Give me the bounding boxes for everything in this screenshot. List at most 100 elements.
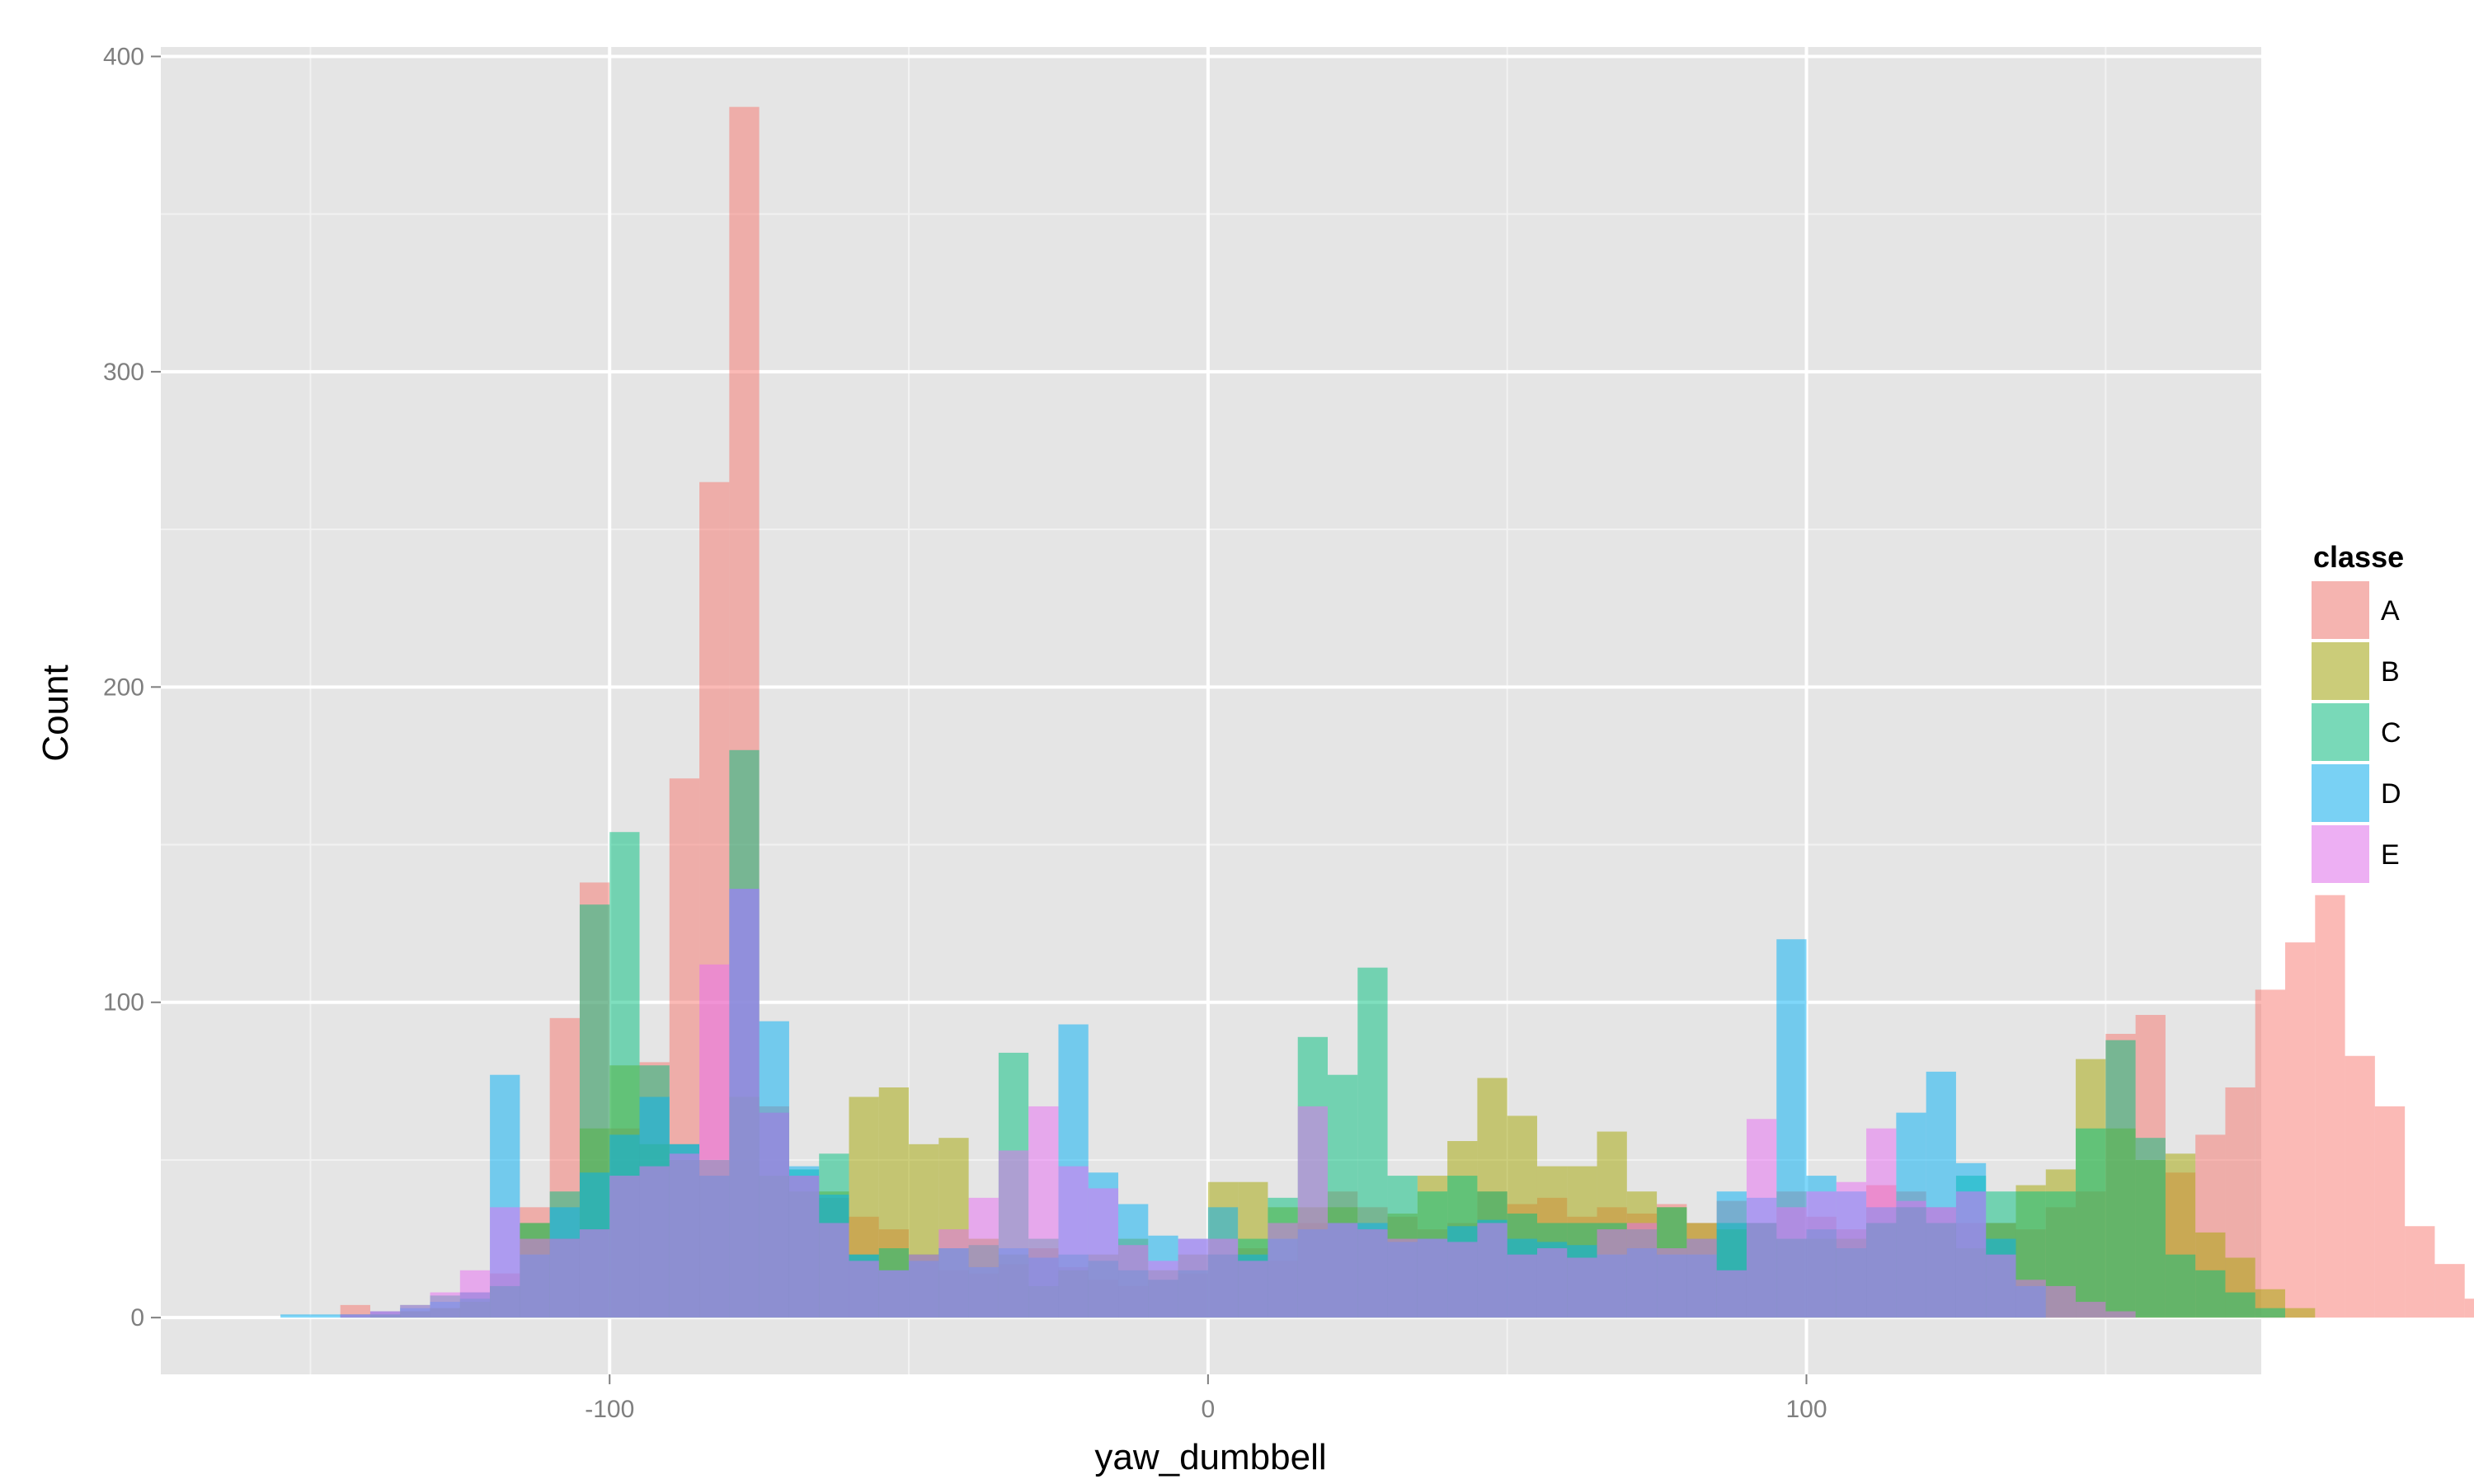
legend-label: B bbox=[2381, 656, 2400, 688]
histogram-bar bbox=[340, 1314, 370, 1318]
histogram-bar bbox=[1297, 1106, 1328, 1318]
y-tick-label: 0 bbox=[130, 1304, 144, 1331]
histogram-bar bbox=[1238, 1261, 1268, 1318]
legend-swatch bbox=[2312, 581, 2369, 639]
histogram-bar bbox=[369, 1311, 401, 1318]
histogram-bar bbox=[340, 1304, 370, 1318]
histogram-bar bbox=[1776, 1207, 1807, 1318]
histogram-bar bbox=[2285, 1308, 2316, 1318]
histogram-bar bbox=[849, 1261, 879, 1318]
histogram-bar bbox=[609, 1176, 640, 1318]
histogram-bar bbox=[2405, 1226, 2435, 1318]
histogram-bar bbox=[639, 1166, 670, 1318]
histogram-bar bbox=[1926, 1207, 1956, 1318]
y-tick-label: 200 bbox=[103, 674, 144, 701]
histogram-bar bbox=[1148, 1261, 1178, 1318]
histogram-bar bbox=[1896, 1200, 1926, 1318]
x-tick-label: -100 bbox=[585, 1396, 634, 1423]
histogram-bar bbox=[579, 1229, 610, 1318]
histogram-bar bbox=[1626, 1223, 1658, 1318]
histogram-bar bbox=[2105, 1311, 2136, 1318]
histogram-bar bbox=[1028, 1106, 1059, 1318]
histogram-bar bbox=[2225, 1292, 2255, 1318]
histogram-bar bbox=[2315, 895, 2345, 1318]
histogram-bar bbox=[699, 964, 730, 1318]
histogram-bar bbox=[490, 1207, 520, 1318]
histogram-bar bbox=[998, 1150, 1029, 1318]
histogram-bar bbox=[310, 1314, 341, 1318]
legend-item-A: A bbox=[2312, 581, 2400, 639]
histogram-bar bbox=[2135, 1138, 2166, 1318]
histogram-bar bbox=[2105, 1040, 2136, 1318]
legend-label: C bbox=[2381, 717, 2401, 749]
axes: 0 100 200 300 400 -100 0 100 bbox=[103, 43, 1827, 1423]
histogram-bar bbox=[1836, 1181, 1867, 1318]
histogram-bar bbox=[1986, 1254, 2016, 1318]
histogram-bar bbox=[1328, 1223, 1358, 1318]
y-axis-title: Count bbox=[35, 665, 76, 761]
histogram-bar bbox=[2165, 1254, 2196, 1318]
series-E bbox=[340, 889, 2136, 1318]
histogram-bar bbox=[819, 1223, 849, 1318]
histogram-bar bbox=[1118, 1245, 1149, 1318]
histogram-bar bbox=[2464, 1298, 2474, 1318]
histogram-bar bbox=[1357, 1229, 1388, 1318]
legend-title: classe bbox=[2313, 540, 2404, 574]
histogram-bar bbox=[909, 1254, 939, 1318]
histogram-bar bbox=[520, 1238, 550, 1318]
histogram-bar bbox=[788, 1176, 820, 1318]
legend-label: A bbox=[2381, 595, 2400, 627]
histogram-bar bbox=[1447, 1242, 1478, 1318]
histogram-bar bbox=[1207, 1238, 1239, 1318]
histogram-bars bbox=[280, 106, 2474, 1318]
legend-label: D bbox=[2381, 778, 2401, 810]
histogram-bar bbox=[1955, 1191, 1987, 1318]
histogram-bar bbox=[968, 1197, 999, 1318]
histogram-bar bbox=[1746, 1119, 1777, 1318]
histogram-bar bbox=[400, 1304, 430, 1318]
histogram-bar bbox=[2076, 1128, 2106, 1318]
histogram-bar bbox=[1597, 1229, 1627, 1318]
histogram-bar bbox=[938, 1229, 969, 1318]
y-tick-label: 100 bbox=[103, 989, 144, 1017]
histogram-bar bbox=[1387, 1238, 1418, 1318]
histogram-bar bbox=[759, 1112, 789, 1318]
histogram-bar bbox=[430, 1292, 460, 1318]
histogram-bar bbox=[1477, 1223, 1507, 1318]
histogram-bar bbox=[2076, 1302, 2106, 1318]
histogram-bar bbox=[2015, 1280, 2046, 1318]
legend-item-D: D bbox=[2312, 764, 2401, 822]
histogram-bar bbox=[1058, 1166, 1089, 1318]
histogram-bar bbox=[1178, 1238, 1208, 1318]
histogram-bar bbox=[459, 1270, 491, 1318]
histogram-bar bbox=[1716, 1270, 1747, 1318]
histogram-bar bbox=[2045, 1285, 2077, 1318]
histogram-bar bbox=[2255, 1308, 2286, 1318]
legend-label: E bbox=[2381, 839, 2400, 871]
histogram-bar bbox=[2345, 1055, 2375, 1318]
x-tick-label: 100 bbox=[1785, 1396, 1827, 1423]
histogram-bar bbox=[2434, 1264, 2465, 1318]
legend-item-C: C bbox=[2312, 703, 2401, 761]
histogram-bar bbox=[1866, 1128, 1897, 1318]
x-axis-title: yaw_dumbbell bbox=[1094, 1437, 1326, 1477]
histogram-bar bbox=[1088, 1188, 1119, 1318]
histogram-bar bbox=[2374, 1106, 2406, 1318]
histogram-bar bbox=[549, 1238, 580, 1318]
y-tick-label: 400 bbox=[103, 43, 144, 70]
histogram-bar bbox=[878, 1270, 910, 1318]
histogram-bar bbox=[1806, 1191, 1837, 1318]
legend-swatch bbox=[2312, 703, 2369, 761]
x-tick-label: 0 bbox=[1202, 1396, 1216, 1423]
histogram-bar bbox=[2255, 989, 2286, 1318]
histogram-bar bbox=[1507, 1254, 1537, 1318]
legend-item-E: E bbox=[2312, 825, 2400, 883]
histogram-bar bbox=[1657, 1248, 1687, 1318]
histogram-bar bbox=[1686, 1238, 1717, 1318]
histogram-bar bbox=[1536, 1248, 1568, 1318]
histogram-bar bbox=[1567, 1257, 1597, 1318]
